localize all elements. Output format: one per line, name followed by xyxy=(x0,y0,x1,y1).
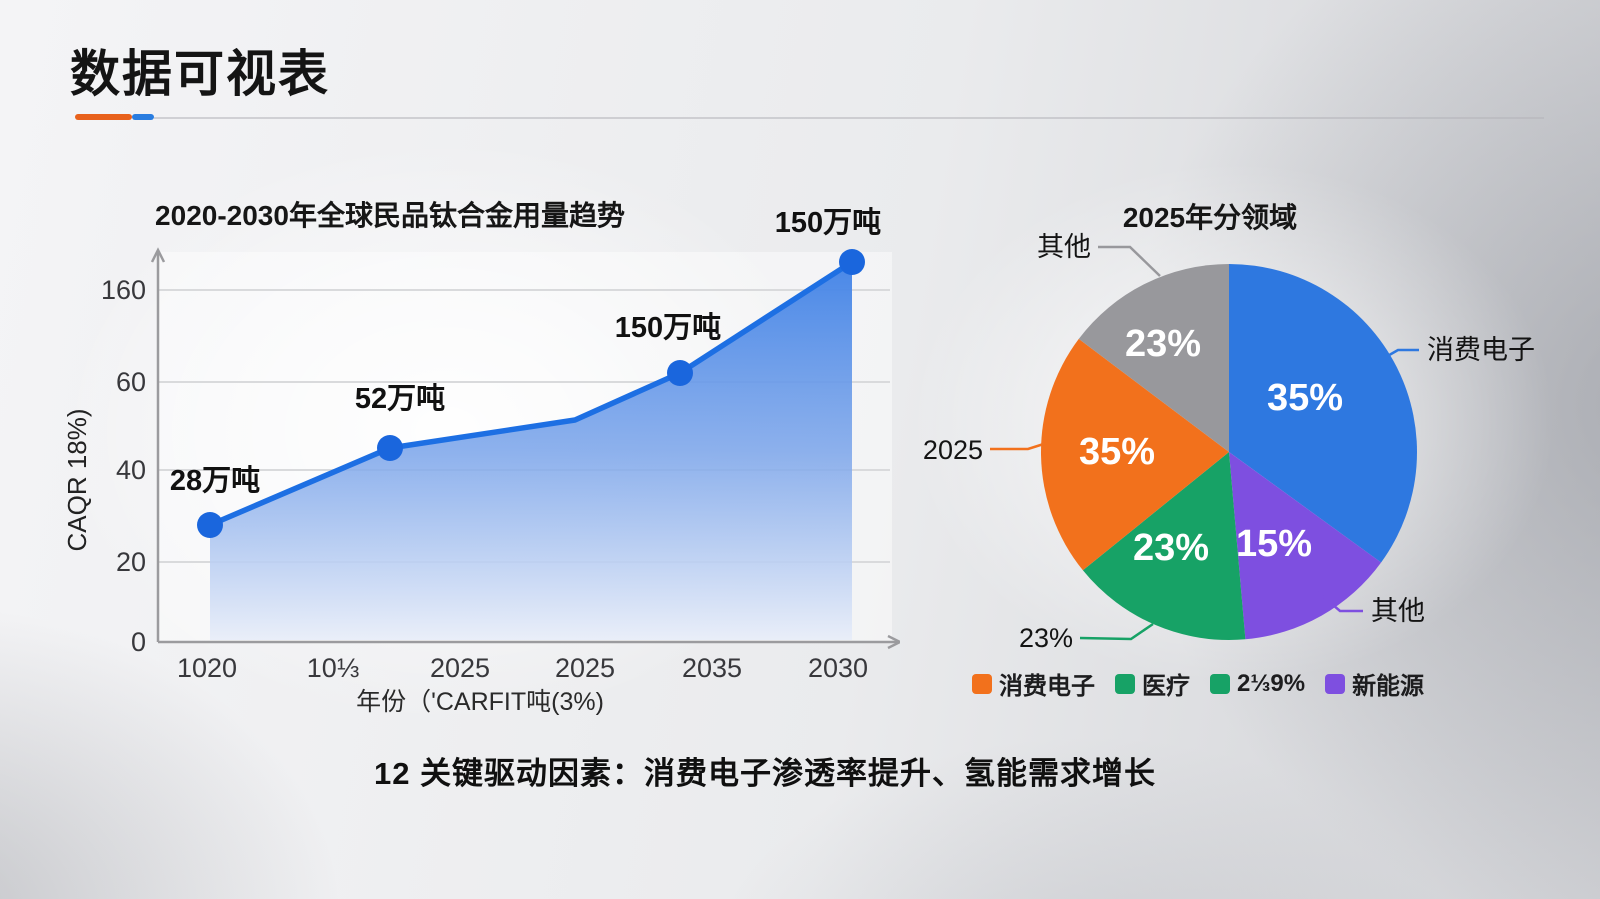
point-label-2: 52万吨 xyxy=(355,382,445,415)
callout-other-top: 其他 xyxy=(1037,232,1091,262)
x-axis-arrow-icon xyxy=(887,634,900,650)
pie-legend: 消费电子 医疗 2⅓9% 新能源 xyxy=(972,666,1452,701)
marker-point-3 xyxy=(667,360,693,386)
leader-other-bottom xyxy=(1317,591,1363,613)
pie-slice-labels: 35% 15% 23% 35% 23% xyxy=(1079,323,1343,569)
callout-consumer: 消费电子 xyxy=(1427,335,1535,365)
title-underline-blue xyxy=(132,114,154,120)
pie-chart: 35% 15% 23% 35% 23% 其他 消费电子 2025 23% 其他 xyxy=(923,232,1535,653)
svg-text:2030: 2030 xyxy=(808,653,868,683)
legend-swatch-icon xyxy=(1325,673,1346,694)
point-labels: 28万吨 52万吨 150万吨 150万吨 xyxy=(170,206,881,497)
svg-text:40: 40 xyxy=(116,455,146,485)
marker-point-4 xyxy=(839,249,865,275)
legend-item-newenergy: 新能源 xyxy=(1325,666,1424,701)
svg-text:1020: 1020 xyxy=(177,653,237,683)
area-chart: 28万吨 52万吨 150万吨 150万吨 160 60 40 20 0 102… xyxy=(62,206,900,716)
leader-2025 xyxy=(990,440,1051,451)
pie-slice-newenergy xyxy=(1229,452,1382,640)
leader-other-top xyxy=(1098,245,1161,277)
pie-chart-title: 2025年分领域 xyxy=(1122,202,1298,233)
legend-swatch-icon xyxy=(1115,673,1135,694)
point-label-4: 150万吨 xyxy=(775,206,881,239)
title-underline-rule xyxy=(154,117,1544,119)
legend-label: 消费电子 xyxy=(999,673,1095,700)
svg-text:35%: 35% xyxy=(1079,431,1155,473)
data-markers xyxy=(197,249,865,538)
area-chart-title: 2020-2030年全球民品钛合金用量趋势 xyxy=(155,200,625,231)
axes xyxy=(150,247,900,650)
key-drivers-caption: 12 关键驱动因素：消费电子渗透率提升、氢能需求增长 xyxy=(373,756,1157,791)
legend-label: 医疗 xyxy=(1142,673,1190,700)
legend-item-consumer: 消费电子 xyxy=(972,666,1095,701)
point-label-1: 28万吨 xyxy=(170,464,260,497)
y-tick-labels: 160 60 40 20 0 xyxy=(101,275,146,657)
marker-point-2 xyxy=(377,435,403,461)
svg-text:20: 20 xyxy=(116,547,146,577)
svg-text:2025: 2025 xyxy=(430,653,490,683)
legend-label: 2⅓9% xyxy=(1237,669,1306,697)
x-axis-label: 年份（'CARFIT吨(3%) xyxy=(356,688,604,716)
callout-2025: 2025 xyxy=(923,435,983,465)
area-fill xyxy=(210,262,852,640)
pie-slice-medical xyxy=(1082,452,1246,641)
pie-slice-orange xyxy=(1040,338,1229,571)
point-label-3: 150万吨 xyxy=(615,311,721,344)
pie-slice-consumer xyxy=(1229,264,1418,563)
callout-23: 23% xyxy=(1019,623,1073,653)
title-underline-orange xyxy=(75,114,132,120)
legend-label: 新能源 xyxy=(1352,673,1425,700)
y-axis-arrow-icon xyxy=(150,247,166,263)
legend-swatch-icon xyxy=(1210,673,1230,694)
svg-text:23%: 23% xyxy=(1133,527,1209,569)
legend-item-23pct: 2⅓9% xyxy=(1210,670,1305,698)
page-title: 数据可视表 xyxy=(70,46,330,102)
svg-text:2025: 2025 xyxy=(555,653,615,683)
svg-text:35%: 35% xyxy=(1267,377,1343,419)
leader-23 xyxy=(1079,622,1154,641)
svg-text:10⅓: 10⅓ xyxy=(307,653,360,683)
y-axis-label: CAQR 18%) xyxy=(62,408,92,551)
trend-line xyxy=(207,259,855,528)
pie-slices xyxy=(1040,264,1418,641)
svg-text:0: 0 xyxy=(131,627,146,657)
callout-other-bottom: 其他 xyxy=(1371,596,1425,626)
svg-text:160: 160 xyxy=(101,275,146,305)
leader-consumer xyxy=(1376,348,1419,364)
pie-callout-labels: 其他 消费电子 2025 23% 其他 xyxy=(923,232,1535,653)
svg-text:15%: 15% xyxy=(1236,523,1312,565)
legend-item-medical: 医疗 xyxy=(1115,666,1190,701)
marker-point-1 xyxy=(197,512,223,538)
pie-leader-lines xyxy=(990,245,1419,641)
svg-text:23%: 23% xyxy=(1125,323,1201,365)
x-tick-labels: 1020 10⅓ 2025 2025 2035 2030 xyxy=(177,653,868,683)
pie-slice-other xyxy=(1078,264,1229,452)
legend-swatch-icon xyxy=(972,673,992,694)
svg-text:2035: 2035 xyxy=(682,653,742,683)
svg-text:60: 60 xyxy=(116,367,146,397)
